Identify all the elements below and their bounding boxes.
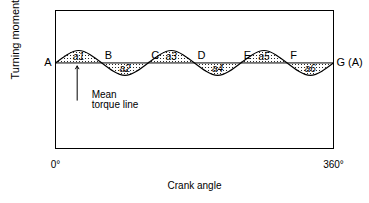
svg-text:a4: a4	[212, 63, 224, 74]
svg-text:A: A	[44, 56, 52, 68]
svg-text:a3: a3	[166, 51, 178, 62]
svg-text:a2: a2	[119, 63, 131, 74]
svg-text:a5: a5	[258, 51, 270, 62]
svg-text:360°: 360°	[323, 159, 344, 170]
svg-text:a1: a1	[73, 51, 84, 62]
svg-text:D: D	[198, 49, 206, 61]
svg-text:F: F	[290, 49, 297, 61]
svg-text:a6: a6	[305, 63, 317, 74]
svg-text:0°: 0°	[51, 159, 61, 170]
svg-text:Turning moment: Turning moment	[9, 0, 21, 80]
svg-text:Crank angle: Crank angle	[168, 180, 222, 191]
svg-text:Meantorque line: Meantorque line	[92, 89, 139, 110]
svg-text:B: B	[105, 49, 112, 61]
svg-text:G (A): G (A)	[337, 56, 363, 68]
svg-text:C: C	[151, 49, 159, 61]
svg-text:E: E	[244, 49, 251, 61]
